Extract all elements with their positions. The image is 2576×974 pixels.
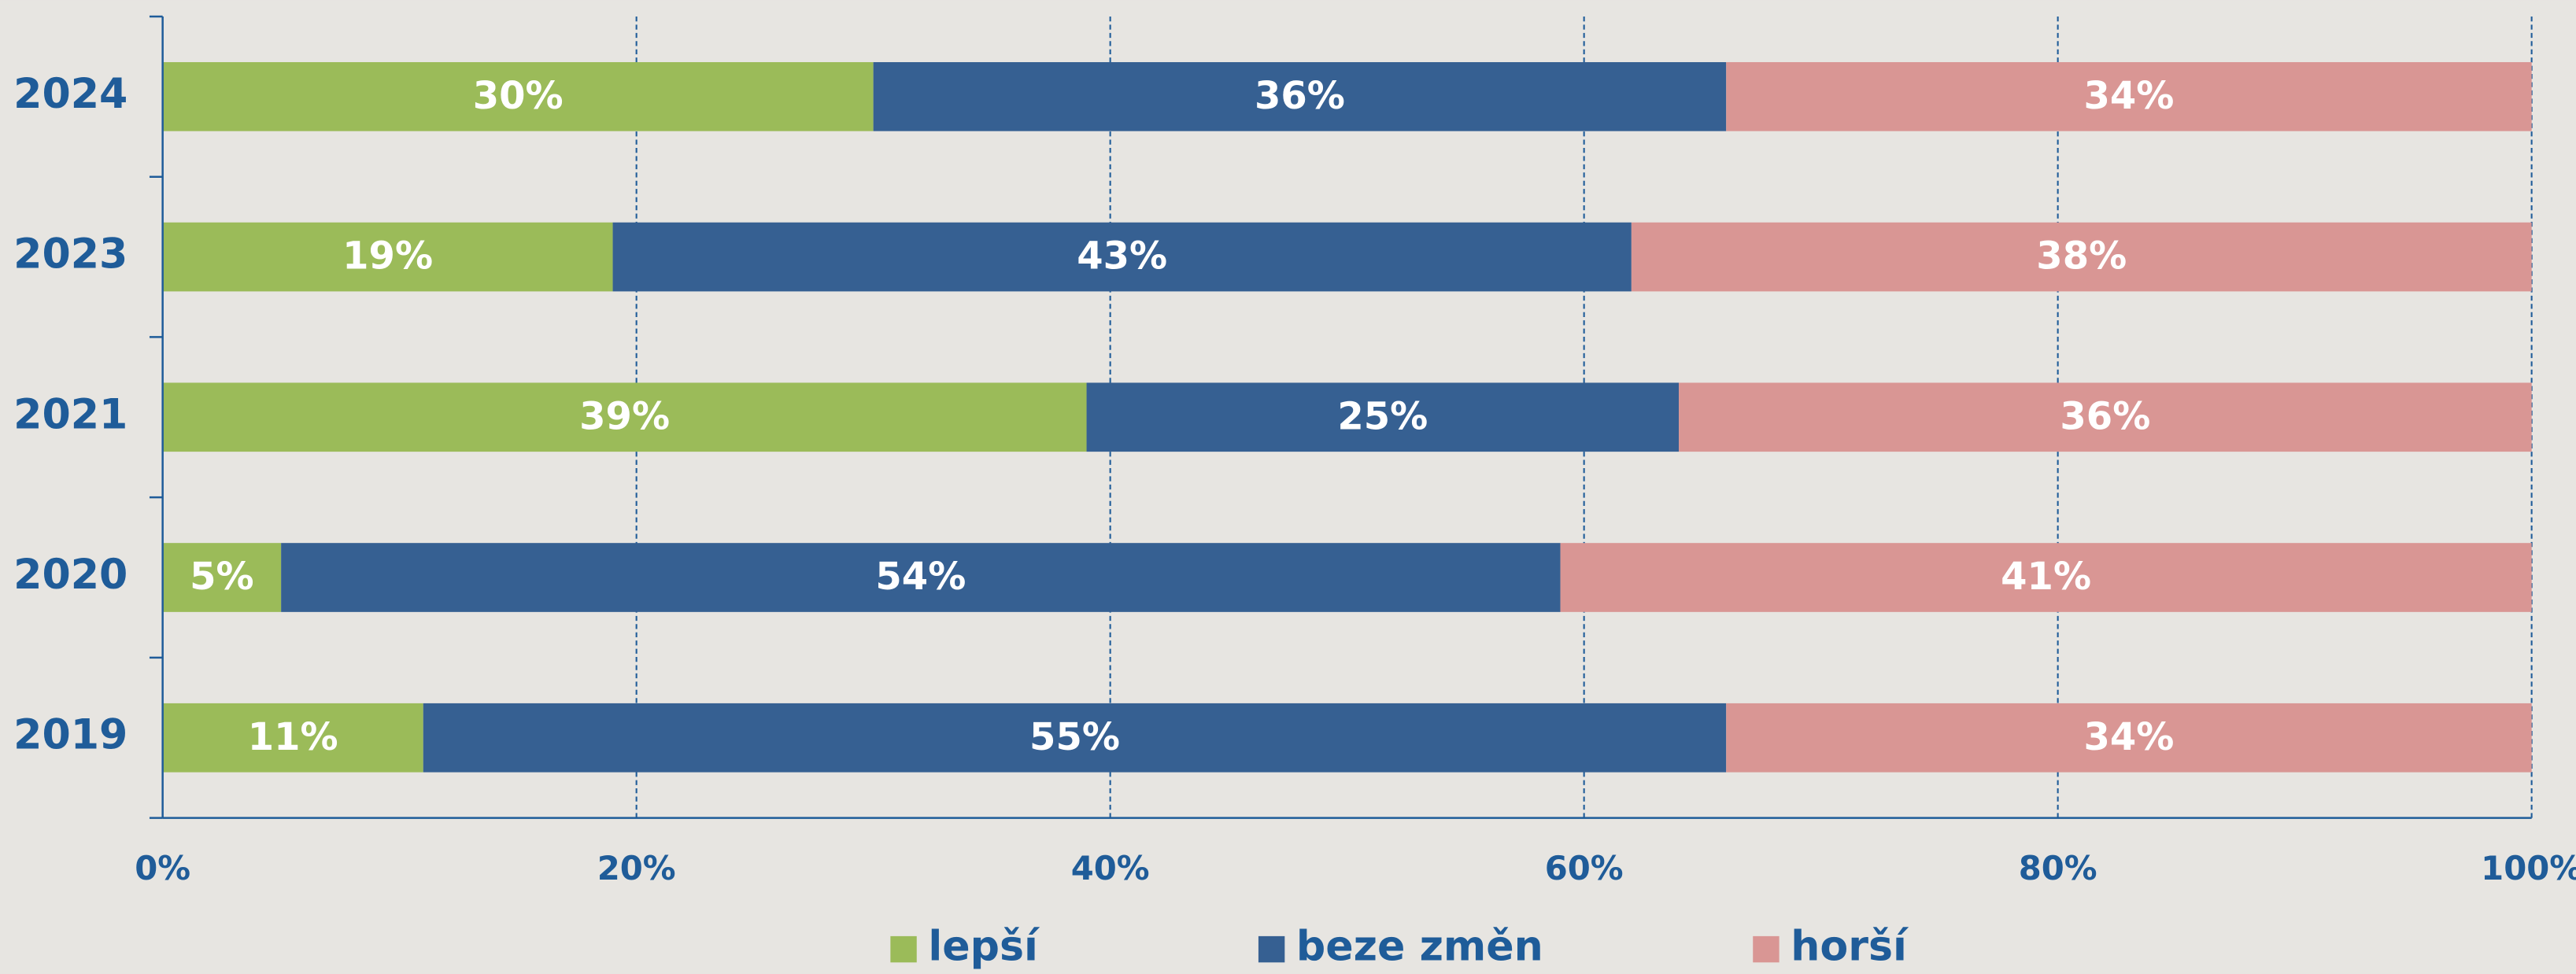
bar-segment (1726, 703, 2532, 773)
x-tick-label: 0% (135, 849, 190, 887)
bar-segment (1560, 543, 2532, 612)
bar-segment (162, 61, 874, 131)
bar-segment (873, 61, 1727, 131)
legend-swatch (1258, 935, 1285, 963)
x-tick-label: 100% (2481, 849, 2576, 887)
value-label: 43% (1077, 234, 1167, 279)
value-label: 39% (579, 394, 670, 438)
value-label: 34% (2083, 715, 2174, 759)
value-label: 36% (1255, 74, 1345, 118)
bar-segment (281, 543, 1561, 612)
value-label: 41% (2001, 555, 2091, 599)
x-tick-label: 20% (597, 849, 676, 887)
y-tick-label: 2023 (13, 231, 128, 279)
x-tick-label: 80% (2019, 849, 2097, 887)
value-label: 11% (248, 715, 338, 759)
value-label: 30% (473, 74, 564, 118)
bar-segment (162, 382, 1087, 452)
value-label: 19% (342, 234, 433, 279)
bar-segment (162, 543, 282, 612)
bar-segment (612, 222, 1632, 292)
y-tick-label: 2019 (13, 712, 128, 759)
x-tick-label: 40% (1071, 849, 1150, 887)
value-label: 55% (1029, 715, 1120, 759)
value-label: 36% (2060, 394, 2150, 438)
bar-segment (1679, 382, 2532, 452)
legend-swatch (890, 935, 917, 963)
value-label: 25% (1337, 394, 1428, 438)
y-tick-label: 2021 (13, 391, 128, 438)
value-label: 34% (2083, 74, 2174, 118)
value-label: 5% (190, 555, 253, 599)
legend-label: lepší (928, 924, 1040, 971)
value-label: 54% (875, 555, 966, 599)
bar-segment (1726, 61, 2532, 131)
bar-segment (1631, 222, 2532, 292)
bar-segment (423, 703, 1727, 773)
x-tick-label: 60% (1545, 849, 1624, 887)
value-label: 38% (2036, 234, 2127, 279)
legend-label: horší (1791, 924, 1909, 971)
y-tick-label: 2024 (13, 71, 128, 118)
legend-swatch (1753, 935, 1780, 963)
bar-segment (1086, 382, 1680, 452)
bar-segment (162, 703, 423, 773)
legend-label: beze změn (1296, 924, 1543, 971)
bar-segment (162, 222, 613, 292)
y-tick-label: 2020 (13, 552, 128, 599)
